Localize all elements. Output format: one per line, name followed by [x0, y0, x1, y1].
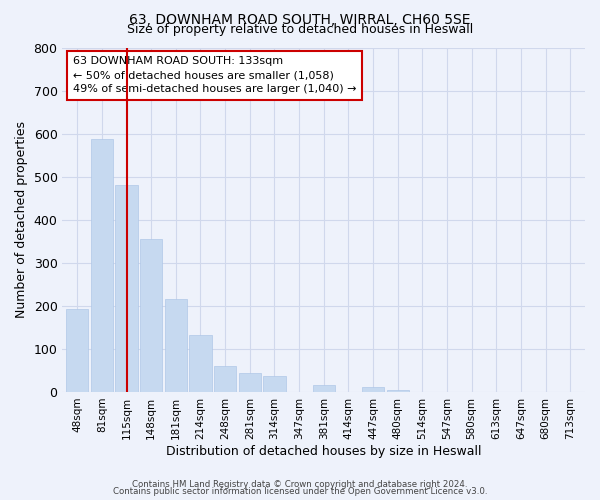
- Bar: [362, 387, 384, 392]
- Bar: [66, 309, 88, 392]
- Text: 63 DOWNHAM ROAD SOUTH: 133sqm
← 50% of detached houses are smaller (1,058)
49% o: 63 DOWNHAM ROAD SOUTH: 133sqm ← 50% of d…: [73, 56, 356, 94]
- Bar: [239, 373, 261, 392]
- Bar: [165, 298, 187, 392]
- Bar: [91, 139, 113, 392]
- Bar: [140, 239, 162, 392]
- Text: 63, DOWNHAM ROAD SOUTH, WIRRAL, CH60 5SE: 63, DOWNHAM ROAD SOUTH, WIRRAL, CH60 5SE: [129, 12, 471, 26]
- Bar: [115, 186, 137, 392]
- Text: Contains HM Land Registry data © Crown copyright and database right 2024.: Contains HM Land Registry data © Crown c…: [132, 480, 468, 489]
- Bar: [214, 366, 236, 392]
- Bar: [263, 376, 286, 392]
- Y-axis label: Number of detached properties: Number of detached properties: [15, 121, 28, 318]
- Bar: [190, 334, 212, 392]
- Text: Contains public sector information licensed under the Open Government Licence v3: Contains public sector information licen…: [113, 487, 487, 496]
- Text: Size of property relative to detached houses in Heswall: Size of property relative to detached ho…: [127, 22, 473, 36]
- Bar: [386, 390, 409, 392]
- Bar: [313, 384, 335, 392]
- X-axis label: Distribution of detached houses by size in Heswall: Distribution of detached houses by size …: [166, 444, 481, 458]
